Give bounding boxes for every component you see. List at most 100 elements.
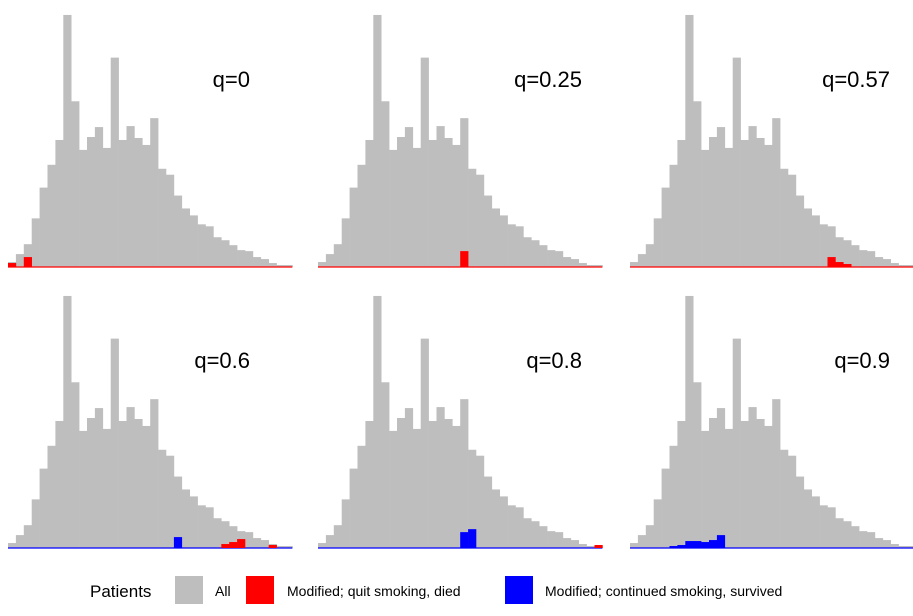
panel-6-all-bar-7 [677, 421, 685, 548]
panel-2-all-bar-16 [437, 126, 445, 267]
panel-6-all-bar-29 [851, 526, 859, 548]
panel-5-all-bar-12 [405, 408, 413, 548]
panel-5-all-bar-18 [452, 426, 460, 548]
panel-5-all-bar-19 [460, 399, 468, 548]
panel-1-all-bar-21 [166, 175, 174, 267]
panel-2-all-bar-30 [547, 250, 555, 267]
panel-3-all-bar-23 [804, 208, 812, 267]
panel-6-all-bar-26 [828, 507, 836, 548]
panel-3-all-bar-18 [764, 145, 772, 267]
panel-4-all-bar-23 [182, 489, 190, 548]
panel-3-all-bar-28 [843, 240, 851, 267]
panel-5-all-bar-6 [358, 446, 366, 548]
panel-3-all-bar-15 [741, 140, 749, 267]
panel-1-all-bar-11 [87, 137, 95, 267]
panel-4-all-bar-18 [142, 426, 150, 548]
panel-3-all-bar-9 [693, 101, 701, 267]
panel-6-all-bar-5 [662, 469, 670, 548]
panel-4-label: q=0.6 [194, 348, 250, 373]
panel-5-all-bar-16 [437, 407, 445, 548]
panel-3-all-bar-22 [796, 196, 804, 267]
panel-1-all-bar-7 [55, 140, 63, 267]
panel-4-all-bar-4 [32, 499, 40, 548]
panel-3-died-bar-28 [843, 264, 851, 267]
panel-2-all-bar-2 [326, 254, 334, 267]
panel-4-died-bar-34 [269, 545, 277, 548]
panel-5-all-bar-33 [571, 540, 579, 548]
panel-5-all-bar-4 [342, 499, 350, 548]
panel-5-all-bar-3 [334, 525, 342, 548]
panel-2-all-bar-4 [342, 218, 350, 267]
panel-6-all-bar-12 [717, 408, 725, 548]
panel-1-all-bar-9 [71, 101, 79, 267]
panel-5-all-bar-13 [413, 429, 421, 548]
panel-1-all-bar-13 [103, 148, 111, 267]
panel-2-all-bar-1 [318, 262, 326, 267]
panel-4-all-bar-19 [150, 399, 158, 548]
panel-4-all-bar-24 [190, 496, 198, 548]
panel-4-all-bar-33 [261, 540, 269, 548]
panel-5-all-bar-27 [523, 518, 531, 548]
panel-4-all-bar-12 [95, 408, 103, 548]
panel-6-all-bar-8 [685, 296, 693, 548]
panel-2-label: q=0.25 [514, 67, 582, 92]
panel-4-survived-bar-22 [174, 537, 182, 548]
panel-4-all-bar-1 [8, 543, 16, 548]
panel-5-all-bar-30 [547, 531, 555, 548]
panel-5-all-bar-1 [318, 543, 326, 548]
panel-3-all-bar-8 [685, 15, 693, 267]
panel-6-all-bar-30 [859, 531, 867, 548]
panel-5-all-bar-5 [350, 469, 358, 548]
panel-5-all-bar-9 [381, 382, 389, 548]
panel-6-label: q=0.9 [834, 348, 890, 373]
panel-3-died-bar-27 [835, 262, 843, 267]
panel-6-all-bar-27 [835, 518, 843, 548]
panel-3-all-bar-31 [867, 251, 875, 267]
panel-4-all-bar-10 [79, 431, 87, 548]
panel-5-survived-bar-20 [468, 529, 476, 548]
panel-6-all-bar-4 [654, 499, 662, 548]
panel-6-all-bar-25 [820, 505, 828, 548]
panel-3-all-bar-21 [788, 175, 796, 267]
legend-label-died: Modified; quit smoking, died [287, 583, 461, 599]
panel-5-label: q=0.8 [526, 348, 582, 373]
panel-1-all-bar-16 [127, 126, 135, 267]
panel-4-all-bar-32 [253, 538, 261, 548]
panel-2-all-bar-25 [508, 224, 516, 267]
panel-5-all-bar-23 [492, 489, 500, 548]
panel-6-all-bar-17 [756, 419, 764, 548]
panel-4-all-bar-5 [40, 469, 48, 548]
panel-6-survived-bar-11 [709, 540, 717, 548]
panel-5-all-bar-14 [421, 339, 429, 548]
panel-2-all-bar-5 [350, 188, 358, 267]
panel-2-all-bar-9 [381, 101, 389, 267]
panel-1-all-bar-24 [190, 215, 198, 267]
panel-4-all-bar-27 [213, 518, 221, 548]
panel-3-all-bar-1 [630, 262, 638, 267]
panel-6-all-bar-6 [670, 446, 678, 548]
panel-6-all-bar-15 [741, 421, 749, 548]
panel-2-all-bar-6 [358, 165, 366, 267]
panel-1-all-bar-31 [245, 251, 253, 267]
panel-2-all-bar-24 [500, 215, 508, 267]
panel-1-all-bar-25 [198, 224, 206, 267]
panel-1-all-bar-27 [213, 237, 221, 267]
panel-6-survived-bar-6 [670, 546, 678, 548]
panel-1-died-bar-3 [24, 257, 32, 267]
panel-4-all-bar-6 [48, 446, 56, 548]
panel-6-all-bar-28 [843, 521, 851, 548]
panel-6-all-bar-1 [630, 543, 638, 548]
panel-3-all-bar-29 [851, 245, 859, 267]
panel-6-survived-bar-10 [701, 542, 709, 548]
panel-3-all-bar-32 [875, 257, 883, 267]
panel-6-all-bar-10 [701, 431, 709, 548]
panel-6-all-bar-19 [772, 399, 780, 548]
panel-5-survived-bar-19 [460, 532, 468, 548]
panel-2-all-bar-18 [452, 145, 460, 267]
panel-2-all-bar-14 [421, 58, 429, 267]
panel-5-all-bar-32 [563, 538, 571, 548]
panel-4-all-bar-9 [71, 382, 79, 548]
panel-6-all-bar-23 [804, 489, 812, 548]
panel-3-all-bar-2 [638, 254, 646, 267]
panel-3-all-bar-5 [662, 188, 670, 267]
